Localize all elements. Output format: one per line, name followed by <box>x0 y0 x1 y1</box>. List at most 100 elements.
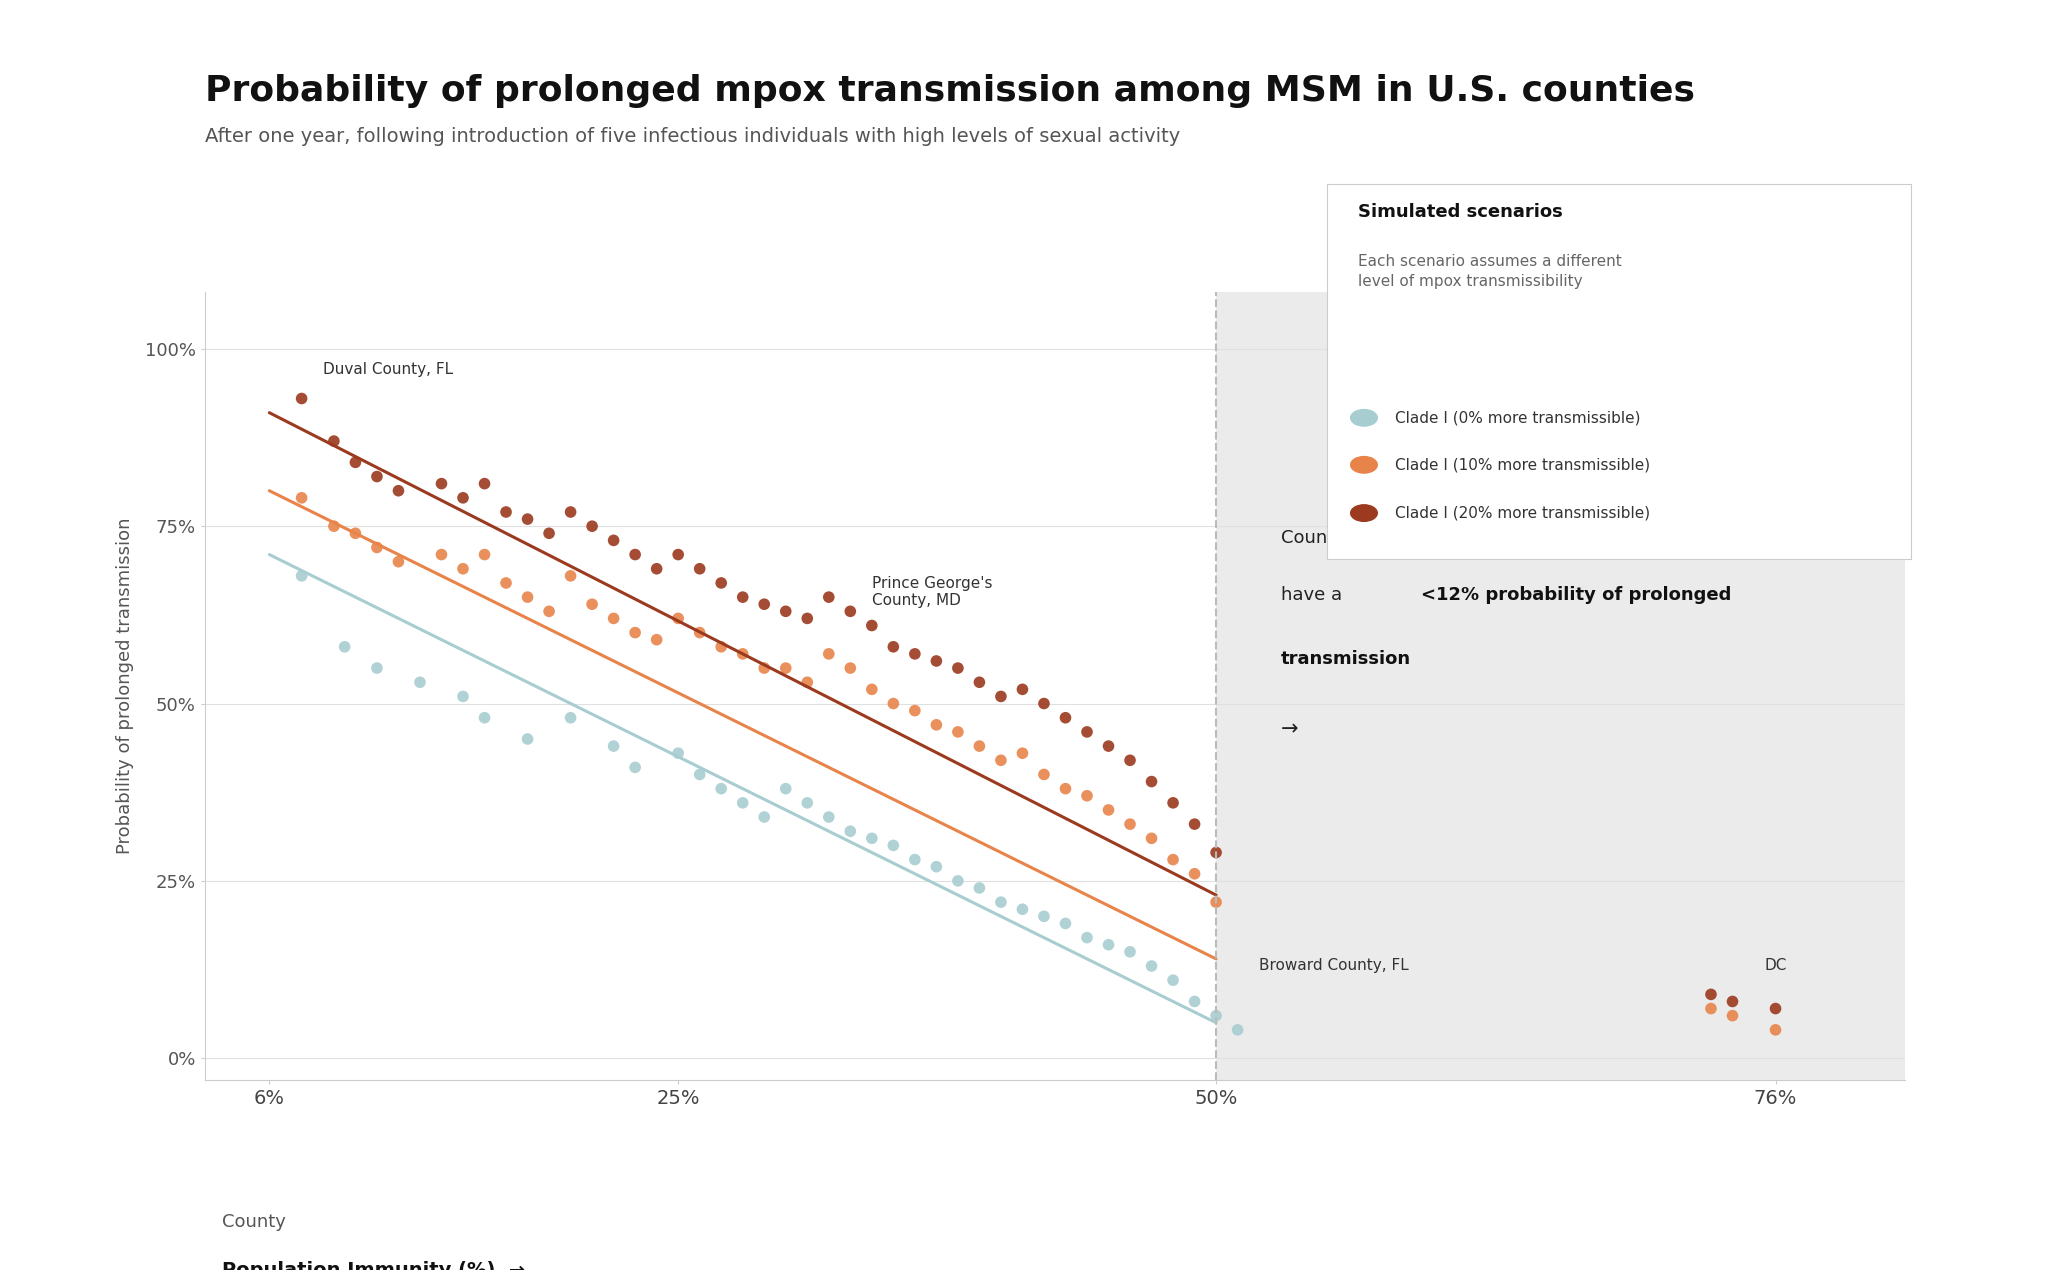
Point <box>662 545 694 565</box>
Point <box>426 545 459 565</box>
Text: County: County <box>221 1213 285 1232</box>
Point <box>575 594 608 615</box>
Point <box>963 878 995 898</box>
Text: DC: DC <box>1763 958 1786 973</box>
Point <box>942 721 975 742</box>
Point <box>727 587 760 607</box>
Point <box>985 686 1018 706</box>
Point <box>877 693 909 714</box>
Point <box>1716 992 1749 1012</box>
Point <box>877 636 909 657</box>
Point <box>1071 721 1104 742</box>
Point <box>532 601 565 621</box>
Point <box>813 587 846 607</box>
Point <box>641 559 674 579</box>
Point <box>985 751 1018 771</box>
Point <box>1006 743 1038 763</box>
Point <box>748 658 780 678</box>
Point <box>834 601 866 621</box>
Point <box>856 828 889 848</box>
Point <box>328 636 360 657</box>
Point <box>813 806 846 827</box>
Point <box>899 644 932 664</box>
Point <box>340 452 373 472</box>
Point <box>1028 765 1061 785</box>
Point <box>555 502 588 522</box>
Point <box>360 466 393 486</box>
Point <box>1135 771 1167 791</box>
Point <box>1200 1006 1233 1026</box>
Point <box>403 672 436 692</box>
Point <box>1178 814 1210 834</box>
Point <box>512 729 545 749</box>
Point <box>920 856 952 876</box>
Text: Broward County, FL: Broward County, FL <box>1260 958 1409 973</box>
Point <box>285 488 317 508</box>
Point <box>899 850 932 870</box>
Point <box>963 672 995 692</box>
Point <box>834 658 866 678</box>
Point <box>575 516 608 536</box>
Point <box>1071 786 1104 806</box>
Point <box>489 502 522 522</box>
Point <box>641 630 674 650</box>
Point <box>1694 984 1726 1005</box>
Point <box>834 822 866 842</box>
Point <box>791 608 823 629</box>
Point <box>285 389 317 409</box>
Point <box>618 545 651 565</box>
Point <box>705 636 737 657</box>
Point <box>618 757 651 777</box>
Point <box>360 658 393 678</box>
Point <box>360 537 393 558</box>
Point <box>446 686 479 706</box>
Point <box>748 806 780 827</box>
Text: transmission: transmission <box>1280 650 1411 668</box>
Point <box>727 644 760 664</box>
Point <box>1006 899 1038 919</box>
Point <box>469 707 502 728</box>
Point <box>684 622 717 643</box>
Point <box>856 616 889 636</box>
Bar <box>1217 292 1905 1080</box>
Point <box>446 559 479 579</box>
Point <box>1092 935 1124 955</box>
Point <box>705 779 737 799</box>
Text: Probability of prolonged mpox transmission among MSM in U.S. counties: Probability of prolonged mpox transmissi… <box>205 74 1696 108</box>
Point <box>317 516 350 536</box>
Point <box>1114 941 1147 961</box>
Point <box>791 792 823 813</box>
Text: <12% probability of prolonged: <12% probability of prolonged <box>1421 587 1731 605</box>
Point <box>340 523 373 544</box>
Point <box>285 565 317 585</box>
Point <box>770 779 803 799</box>
Point <box>1071 927 1104 947</box>
Point <box>1135 956 1167 977</box>
Point <box>555 565 588 585</box>
Point <box>813 644 846 664</box>
Point <box>791 672 823 692</box>
Text: Clade I (20% more transmissible): Clade I (20% more transmissible) <box>1395 505 1651 521</box>
Text: Simulated scenarios: Simulated scenarios <box>1358 203 1563 221</box>
Point <box>942 871 975 892</box>
Point <box>1157 850 1190 870</box>
Point <box>727 792 760 813</box>
Point <box>1049 913 1081 933</box>
Point <box>877 836 909 856</box>
Text: have a: have a <box>1280 587 1348 605</box>
Text: Duval County, FL: Duval County, FL <box>324 362 453 377</box>
Point <box>662 608 694 629</box>
Point <box>1157 792 1190 813</box>
Text: Clade I (0% more transmissible): Clade I (0% more transmissible) <box>1395 410 1640 425</box>
Point <box>920 715 952 735</box>
Point <box>1114 814 1147 834</box>
Point <box>1157 970 1190 991</box>
Point <box>1028 693 1061 714</box>
Point <box>770 658 803 678</box>
Point <box>1178 864 1210 884</box>
Text: After one year, following introduction of five infectious individuals with high : After one year, following introduction o… <box>205 127 1180 146</box>
Point <box>1178 992 1210 1012</box>
Point <box>684 765 717 785</box>
Point <box>512 509 545 530</box>
Text: →: → <box>1280 719 1298 739</box>
